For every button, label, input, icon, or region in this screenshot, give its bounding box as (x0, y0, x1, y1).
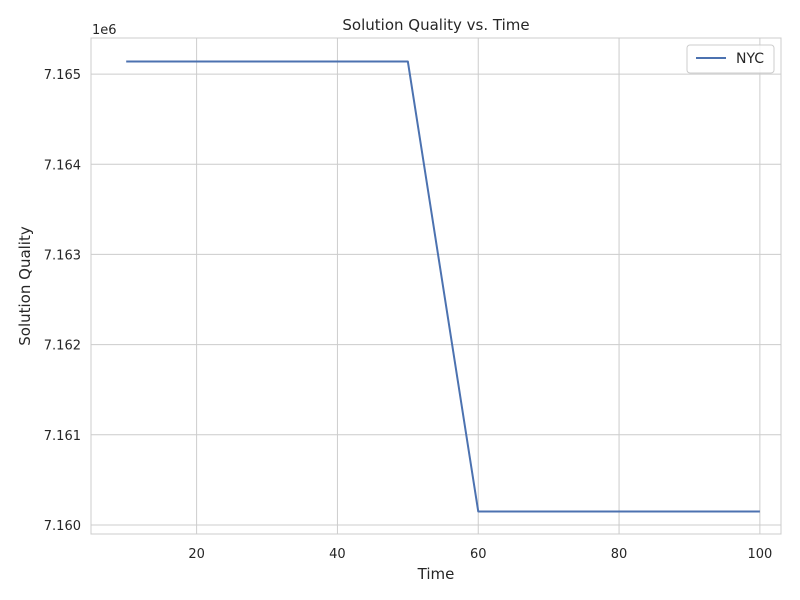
grid-lines (91, 38, 781, 534)
y-tick-label: 7.162 (44, 339, 81, 354)
x-tick-label: 80 (611, 547, 628, 562)
y-tick-label: 7.163 (44, 248, 81, 263)
plot-area-frame (90, 37, 782, 535)
chart-title: Solution Quality vs. Time (342, 16, 529, 34)
series-lines (126, 60, 760, 513)
x-tick-label: 20 (188, 547, 205, 562)
legend: NYC (686, 44, 775, 74)
x-tick-label: 100 (747, 547, 772, 562)
axis-tick-labels: 20 40 60 80 100 7.160 7.161 7.162 7.163 7.164 7.16… (44, 68, 773, 562)
y-tick-label: 7.160 (44, 519, 81, 534)
x-tick-label: 60 (470, 547, 487, 562)
y-tick-label: 7.164 (44, 158, 81, 173)
series-line-nyc (126, 60, 760, 513)
y-axis-label: Solution Quality (16, 226, 34, 346)
x-tick-label: 40 (329, 547, 346, 562)
y-tick-label: 7.165 (44, 68, 81, 83)
legend-label-nyc: NYC (736, 51, 764, 67)
legend-box (686, 44, 775, 74)
y-tick-label: 7.161 (44, 429, 81, 444)
y-axis-offset-label: 1e6 (92, 23, 117, 38)
x-axis-label: Time (417, 565, 455, 583)
